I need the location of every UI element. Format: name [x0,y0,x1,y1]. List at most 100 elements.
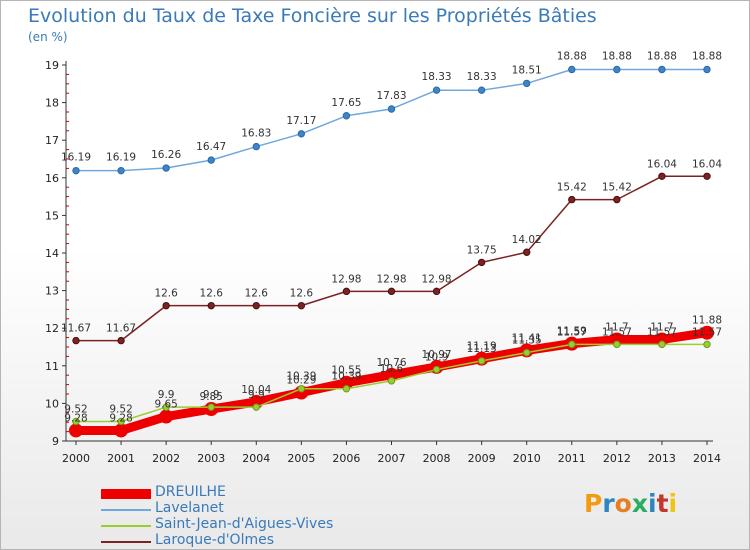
data-point [568,65,576,74]
x-tick-label: 2014 [693,452,721,465]
data-point [342,385,351,393]
data-point [703,65,711,74]
data-label: 11.7 [605,321,628,333]
legend-swatch [101,541,151,543]
data-label: 11.57 [692,326,722,338]
data-label: 16.04 [692,158,722,170]
x-tick-label: 2005 [287,452,315,465]
data-label: 11.88 [692,315,722,327]
data-label: 12.98 [331,273,361,285]
data-point [72,336,80,345]
data-label: 18.88 [692,51,722,63]
x-tick-label: 2010 [513,452,541,465]
chart-title: Evolution du Taux de Taxe Foncière sur l… [28,5,597,27]
data-point [658,172,666,180]
data-label: 17.83 [376,90,406,102]
data-label: 12.98 [422,273,452,285]
data-point [523,348,531,357]
data-point [69,423,83,438]
data-label: 18.33 [467,71,497,83]
data-label: 9.65 [154,399,177,411]
data-point [477,258,486,267]
legend-label: Saint-Jean-d'Aigues-Vives [155,516,334,532]
data-point [297,301,306,310]
unit-label: (en %) [28,30,68,44]
data-label: 11.57 [557,326,587,338]
data-point [252,403,260,411]
logo-letter: o [614,489,632,518]
data-label: 13.75 [467,244,497,256]
data-label: 10.29 [286,374,316,386]
x-tick-label: 2007 [378,452,406,465]
data-label: 10.39 [331,371,361,383]
data-label: 12.6 [154,288,178,300]
data-label: 9.9 [158,389,175,401]
y-tick-label: 13 [45,285,59,298]
data-label: 11.13 [467,343,497,355]
data-label: 11.35 [512,335,542,347]
data-point [162,301,170,310]
y-tick-label: 16 [45,172,59,185]
data-point [568,195,576,204]
data-label: 11.41 [512,332,542,344]
legend-label: Laroque-d'Olmes [155,532,275,548]
data-label: 16.83 [241,128,271,140]
data-label: 10.04 [241,384,271,396]
x-tick-label: 2009 [468,452,496,465]
legend-item: DREUILHE [101,484,431,502]
x-tick-label: 2012 [603,452,631,465]
data-point [207,403,215,411]
data-label: 18.33 [422,71,452,83]
data-label: 11.7 [650,321,673,333]
data-label: 11.57 [602,326,632,338]
y-tick-label: 19 [45,59,59,72]
data-point [523,248,531,256]
data-label: 12.98 [376,273,406,285]
x-tick-label: 2000 [62,452,90,465]
data-point [703,340,711,349]
proxiti-logo: Proxiti [584,489,677,518]
data-label: 9.9 [248,389,265,401]
data-label: 15.42 [557,182,587,194]
data-label: 12.6 [290,288,314,300]
data-point [72,166,80,175]
data-label: 11.67 [106,323,136,335]
data-point [700,325,714,340]
y-tick-label: 15 [45,209,59,222]
data-point [162,403,170,411]
data-label: 17.17 [286,115,316,127]
legend-item: Lavelanet [101,500,431,518]
legend: DREUILHE Lavelanet Saint-Jean-d'Aigues-Viv… [101,484,431,550]
legend-label: DREUILHE [155,484,226,500]
data-label: 12.6 [245,288,269,300]
logo-letter: i [668,489,678,518]
y-tick-label: 18 [45,97,59,110]
data-label: 16.04 [647,158,677,170]
data-point [432,287,441,296]
x-tick-label: 2003 [197,452,225,465]
data-label: 11.19 [467,341,497,353]
data-label: 16.19 [61,152,91,164]
data-label: 9.28 [64,412,87,424]
legend-swatch [101,509,151,511]
data-label: 9.28 [109,412,132,424]
data-label: 9.85 [200,391,223,403]
axes: 9 10 11 12 13 14 15 16 17 18 19 2000 2001 2002 2003 200… [45,59,721,465]
data-point [387,287,396,296]
x-tick-label: 2004 [242,452,270,465]
y-tick-label: 11 [45,360,59,373]
data-label: 14.02 [512,234,542,246]
data-label: 18.88 [647,51,677,63]
data-point [114,423,129,438]
data-point [387,377,396,385]
data-label: 16.19 [106,152,136,164]
data-point [658,65,666,74]
data-point [117,166,125,175]
data-point [207,301,215,310]
x-tick-label: 2013 [648,452,676,465]
data-point [162,164,170,172]
data-point [117,417,125,426]
data-label: 10.55 [331,365,361,377]
data-point [477,357,486,365]
data-point [72,417,80,426]
